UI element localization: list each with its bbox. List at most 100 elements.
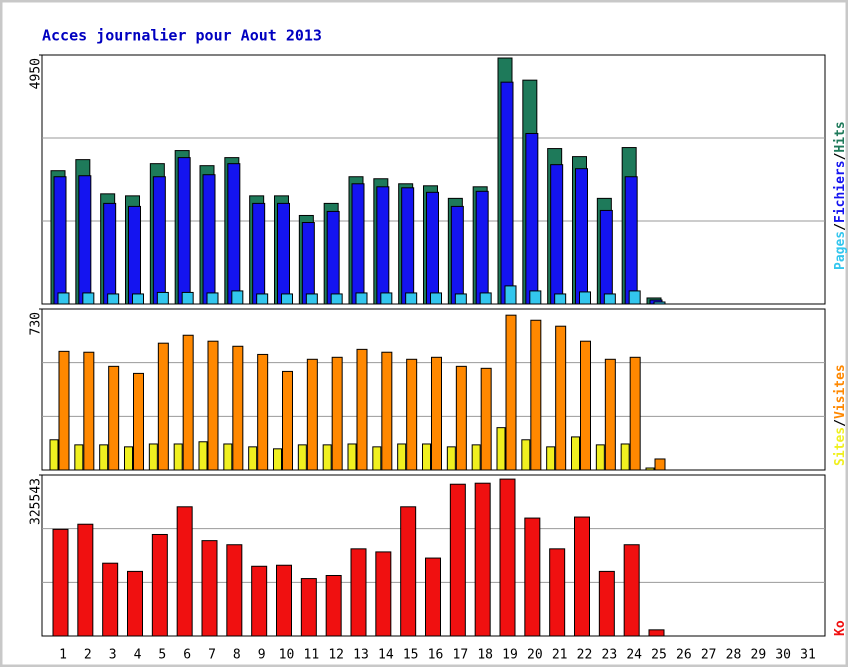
- bar: [276, 564, 292, 637]
- x-tick-label: 9: [258, 648, 266, 663]
- bar: [330, 293, 343, 305]
- x-tick-label: 18: [477, 648, 493, 663]
- bar: [400, 506, 417, 637]
- x-tick-label: 27: [701, 648, 717, 663]
- x-tick-label: 17: [453, 648, 469, 663]
- bar: [430, 292, 442, 305]
- x-tick-label: 20: [527, 648, 543, 663]
- bar: [128, 205, 141, 305]
- bar: [133, 372, 144, 471]
- bar: [107, 293, 120, 305]
- bar: [347, 443, 357, 471]
- bar: [99, 444, 109, 471]
- x-tick-label: 26: [676, 648, 692, 663]
- y-tick-label: 730: [29, 312, 44, 335]
- legend-entry: Sites: [833, 427, 848, 466]
- x-tick-label: 25: [651, 648, 667, 663]
- bar: [58, 350, 70, 471]
- bar: [496, 427, 506, 471]
- bar: [571, 436, 580, 471]
- bar: [380, 292, 393, 305]
- x-tick-label: 13: [353, 648, 369, 663]
- bar: [505, 314, 517, 471]
- bar: [624, 176, 638, 305]
- bar: [132, 293, 144, 305]
- bar: [454, 293, 467, 305]
- bar: [301, 222, 315, 305]
- bar: [231, 290, 244, 305]
- bar: [350, 548, 367, 637]
- legend-entry: Pages: [833, 231, 848, 270]
- bar: [151, 533, 168, 637]
- x-tick-label: 2: [84, 648, 92, 663]
- bar: [57, 292, 70, 305]
- bar: [529, 290, 542, 305]
- bar: [331, 356, 343, 471]
- bar: [550, 164, 564, 305]
- bar: [375, 551, 392, 637]
- bar: [499, 478, 516, 637]
- bar: [425, 557, 441, 637]
- bar: [604, 358, 616, 471]
- bar: [645, 467, 655, 471]
- y-tick-label: 4950: [29, 58, 44, 89]
- bar: [475, 190, 489, 305]
- legend-entry: Fichiers: [833, 160, 848, 223]
- bar: [226, 544, 243, 637]
- x-tick-label: 5: [158, 648, 166, 663]
- bar: [83, 351, 95, 471]
- bar: [207, 340, 219, 471]
- bar: [282, 370, 293, 471]
- bar: [648, 629, 665, 637]
- bar: [103, 202, 117, 305]
- bar: [376, 186, 390, 305]
- x-tick-label: 23: [602, 648, 618, 663]
- bar: [595, 444, 605, 471]
- bar: [148, 443, 158, 471]
- bar: [623, 544, 640, 637]
- bar: [449, 483, 466, 637]
- x-tick-label: 10: [279, 648, 295, 663]
- bar: [471, 444, 481, 471]
- bar: [530, 319, 542, 471]
- bar: [431, 356, 442, 471]
- x-tick-label: 15: [403, 648, 419, 663]
- bar: [405, 292, 418, 305]
- bar: [549, 548, 566, 637]
- bar: [599, 209, 613, 305]
- bar: [152, 176, 166, 305]
- x-tick-label: 3: [109, 648, 117, 663]
- bar: [82, 292, 95, 305]
- legend-entry: Ko: [833, 620, 848, 636]
- x-tick-label: 14: [378, 648, 394, 663]
- bar: [653, 301, 666, 305]
- bar: [256, 293, 269, 305]
- legend-entry: Hits: [833, 121, 848, 152]
- bar: [426, 191, 439, 305]
- bar: [108, 365, 120, 471]
- bar: [580, 340, 591, 471]
- x-tick-label: 21: [552, 648, 568, 663]
- bar: [579, 291, 591, 305]
- bar: [401, 187, 415, 305]
- bar: [480, 367, 492, 471]
- bar: [77, 523, 94, 637]
- x-tick-label: 30: [775, 648, 791, 663]
- bar: [521, 439, 531, 471]
- legend-separator: /: [833, 419, 848, 427]
- bar: [555, 325, 567, 471]
- bar: [525, 132, 539, 305]
- bar: [479, 292, 492, 305]
- bar: [305, 293, 318, 305]
- x-tick-label: 12: [328, 648, 344, 663]
- bar: [406, 358, 418, 471]
- bar: [281, 293, 293, 305]
- x-tick-label: 22: [577, 648, 593, 663]
- bar: [629, 356, 641, 471]
- bar: [53, 176, 67, 305]
- bar: [78, 175, 92, 305]
- x-tick-label: 6: [183, 648, 191, 663]
- bar: [325, 574, 342, 637]
- bar: [201, 540, 218, 637]
- bar: [628, 290, 641, 305]
